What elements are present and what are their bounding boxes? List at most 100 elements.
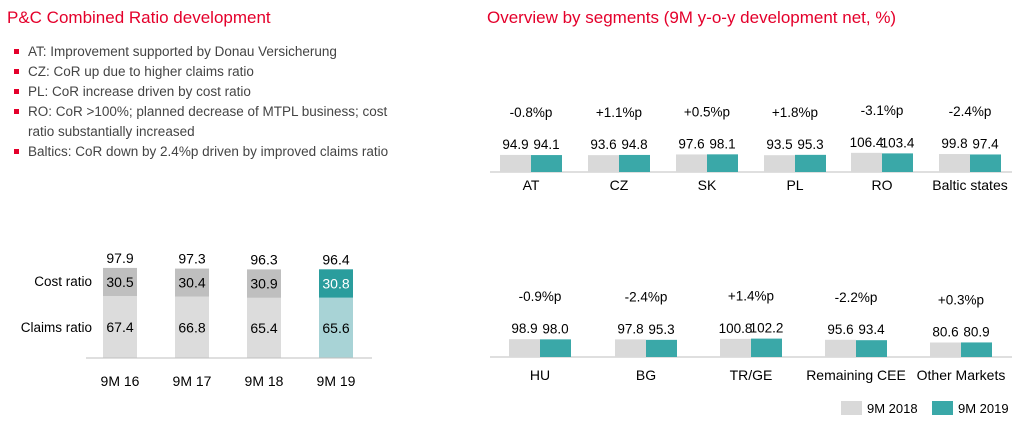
value-9m-2019: 94.8 [621, 137, 647, 152]
value-9m-2019: 98.1 [709, 136, 735, 151]
bar-9m-2019 [751, 338, 782, 357]
value-9m-2018: 94.9 [502, 137, 528, 152]
bar-9m-2019 [856, 340, 887, 357]
change-label: +0.3%p [938, 292, 984, 307]
x-tick-label: BG [636, 367, 656, 383]
right-title: Overview by segments (9M y-o-y developme… [487, 8, 897, 27]
cost-ratio-bar [247, 269, 281, 298]
bar-9m-2018 [588, 155, 619, 172]
x-tick-label: TR/GE [730, 367, 773, 383]
bar-9m-2018 [764, 155, 795, 172]
value-9m-2018: 93.5 [766, 137, 792, 152]
bar-9m-2018 [825, 339, 856, 357]
bullet-item: PL: CoR increase driven by cost ratio [12, 82, 412, 102]
bar-9m-2019 [707, 154, 738, 172]
change-label: +0.5%p [684, 104, 730, 119]
bullet-item: CZ: CoR up due to higher claims ratio [12, 62, 412, 82]
y-label-claims-ratio: Claims ratio [21, 320, 92, 335]
bullet-item: RO: CoR >100%; planned decrease of MTPL … [12, 102, 412, 142]
change-label: +1.1%p [596, 105, 642, 120]
claims-ratio-value: 67.4 [106, 319, 133, 335]
value-9m-2019: 98.0 [542, 321, 568, 336]
change-label: -3.1%p [861, 103, 904, 118]
value-9m-2018: 80.6 [932, 324, 958, 339]
x-tick-label: PL [786, 177, 803, 193]
total-value: 97.3 [178, 251, 205, 267]
value-9m-2019: 97.4 [972, 136, 999, 151]
claims-ratio-value: 65.6 [322, 320, 349, 336]
bar-9m-2019 [540, 339, 571, 357]
total-value: 97.9 [106, 250, 133, 266]
x-tick-label: HU [530, 367, 550, 383]
legend-label-9m-2018: 9M 2018 [867, 401, 918, 416]
bar-9m-2018 [500, 154, 531, 172]
change-label: +1.8%p [772, 105, 818, 120]
bullet-item: AT: Improvement supported by Donau Versi… [12, 42, 412, 62]
cost-ratio-value: 30.4 [178, 275, 205, 291]
value-9m-2019: 93.4 [858, 322, 885, 337]
value-9m-2018: 97.6 [678, 136, 704, 151]
bar-9m-2018 [676, 154, 707, 172]
bar-9m-2019 [795, 154, 826, 172]
claims-ratio-value: 66.8 [178, 319, 205, 335]
bullet-list: AT: Improvement supported by Donau Versi… [12, 42, 412, 162]
claims-ratio-bar [103, 295, 137, 358]
legend-swatch-9m-2018 [841, 401, 862, 415]
x-tick-label: Baltic states [932, 177, 1007, 193]
x-tick-label: 9M 19 [317, 373, 356, 389]
bar-9m-2018 [720, 338, 751, 357]
claims-ratio-bar [247, 297, 281, 358]
claims-ratio-value: 65.4 [250, 320, 277, 336]
change-label: -2.4%p [625, 289, 668, 304]
bar-9m-2019 [970, 154, 1001, 172]
change-label: -2.4%p [949, 104, 992, 119]
bar-9m-2018 [851, 152, 882, 172]
legend-swatch-9m-2019 [932, 401, 953, 415]
bar-9m-2018 [930, 342, 961, 357]
x-tick-label: SK [698, 177, 717, 193]
bar-9m-2018 [939, 154, 970, 172]
bar-9m-2019 [619, 154, 650, 172]
change-label: -2.2%p [835, 290, 878, 305]
x-tick-label: 9M 16 [101, 373, 140, 389]
value-9m-2019: 94.1 [533, 137, 559, 152]
x-tick-label: AT [523, 177, 540, 193]
left-title: P&C Combined Ratio development [7, 8, 271, 27]
value-9m-2018: 106.4 [850, 135, 884, 150]
cost-ratio-bar [103, 267, 137, 296]
total-value: 96.4 [322, 251, 349, 267]
claims-ratio-bar [319, 297, 353, 358]
cost-ratio-bar [319, 269, 353, 298]
value-9m-2018: 95.6 [827, 322, 853, 337]
x-tick-label: RO [872, 177, 893, 193]
value-9m-2018: 98.9 [511, 321, 537, 336]
bar-9m-2019 [882, 153, 913, 172]
claims-ratio-bar [175, 296, 209, 358]
value-9m-2019: 95.3 [797, 137, 823, 152]
x-tick-label: CZ [610, 177, 629, 193]
cost-ratio-value: 30.5 [106, 274, 133, 290]
change-label: +1.4%p [728, 289, 774, 304]
value-9m-2019: 80.9 [963, 324, 989, 339]
value-9m-2018: 97.8 [617, 321, 643, 336]
bar-9m-2019 [531, 155, 562, 172]
value-9m-2019: 102.2 [750, 321, 784, 336]
total-value: 96.3 [250, 251, 277, 267]
bullet-item: Baltics: CoR down by 2.4%p driven by imp… [12, 142, 412, 162]
bar-9m-2018 [509, 339, 540, 357]
cost-ratio-bar [175, 268, 209, 297]
change-label: -0.9%p [519, 289, 562, 304]
cost-ratio-value: 30.9 [250, 276, 277, 292]
change-label: -0.8%p [510, 105, 553, 120]
legend-label-9m-2019: 9M 2019 [958, 401, 1009, 416]
bar-9m-2019 [646, 339, 677, 357]
bar-9m-2019 [961, 342, 992, 357]
cost-ratio-value: 30.8 [322, 275, 349, 291]
value-9m-2018: 100.8 [719, 321, 753, 336]
x-tick-label: 9M 17 [173, 373, 212, 389]
value-9m-2019: 95.3 [648, 322, 674, 337]
x-tick-label: Other Markets [917, 367, 1006, 383]
y-label-cost-ratio: Cost ratio [34, 274, 92, 289]
value-9m-2018: 93.6 [590, 137, 616, 152]
